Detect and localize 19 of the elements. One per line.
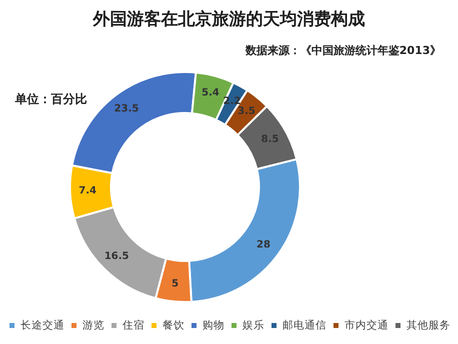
data-label: 5.4 bbox=[202, 87, 220, 98]
legend-label: 游览 bbox=[82, 320, 104, 332]
legend-label: 购物 bbox=[202, 320, 224, 332]
data-label: 23.5 bbox=[114, 103, 139, 114]
text: 单位：百分比 bbox=[14, 92, 87, 106]
data-label: 7.4 bbox=[78, 186, 96, 197]
legend-label: 长途交通 bbox=[20, 318, 64, 332]
chart-subtitle: 数据来源：《中国旅游统计年鉴2013》 bbox=[244, 44, 442, 57]
legend-label: 住宿 bbox=[122, 318, 144, 332]
legend-label: 市内交通 bbox=[344, 318, 388, 332]
legend-label: 其他服务 bbox=[406, 318, 450, 332]
legend-label: 娱乐 bbox=[242, 318, 264, 332]
legend-label: 邮电通信 bbox=[282, 318, 326, 332]
data-label: 3.5 bbox=[238, 106, 256, 117]
data-label: 5 bbox=[172, 278, 179, 290]
legend-label: 餐饮 bbox=[162, 320, 184, 332]
data-label: 28 bbox=[256, 239, 270, 250]
chart-title: 外国游客在北京旅游的天均消费构成 bbox=[92, 10, 365, 30]
data-label: 16.5 bbox=[104, 251, 130, 262]
